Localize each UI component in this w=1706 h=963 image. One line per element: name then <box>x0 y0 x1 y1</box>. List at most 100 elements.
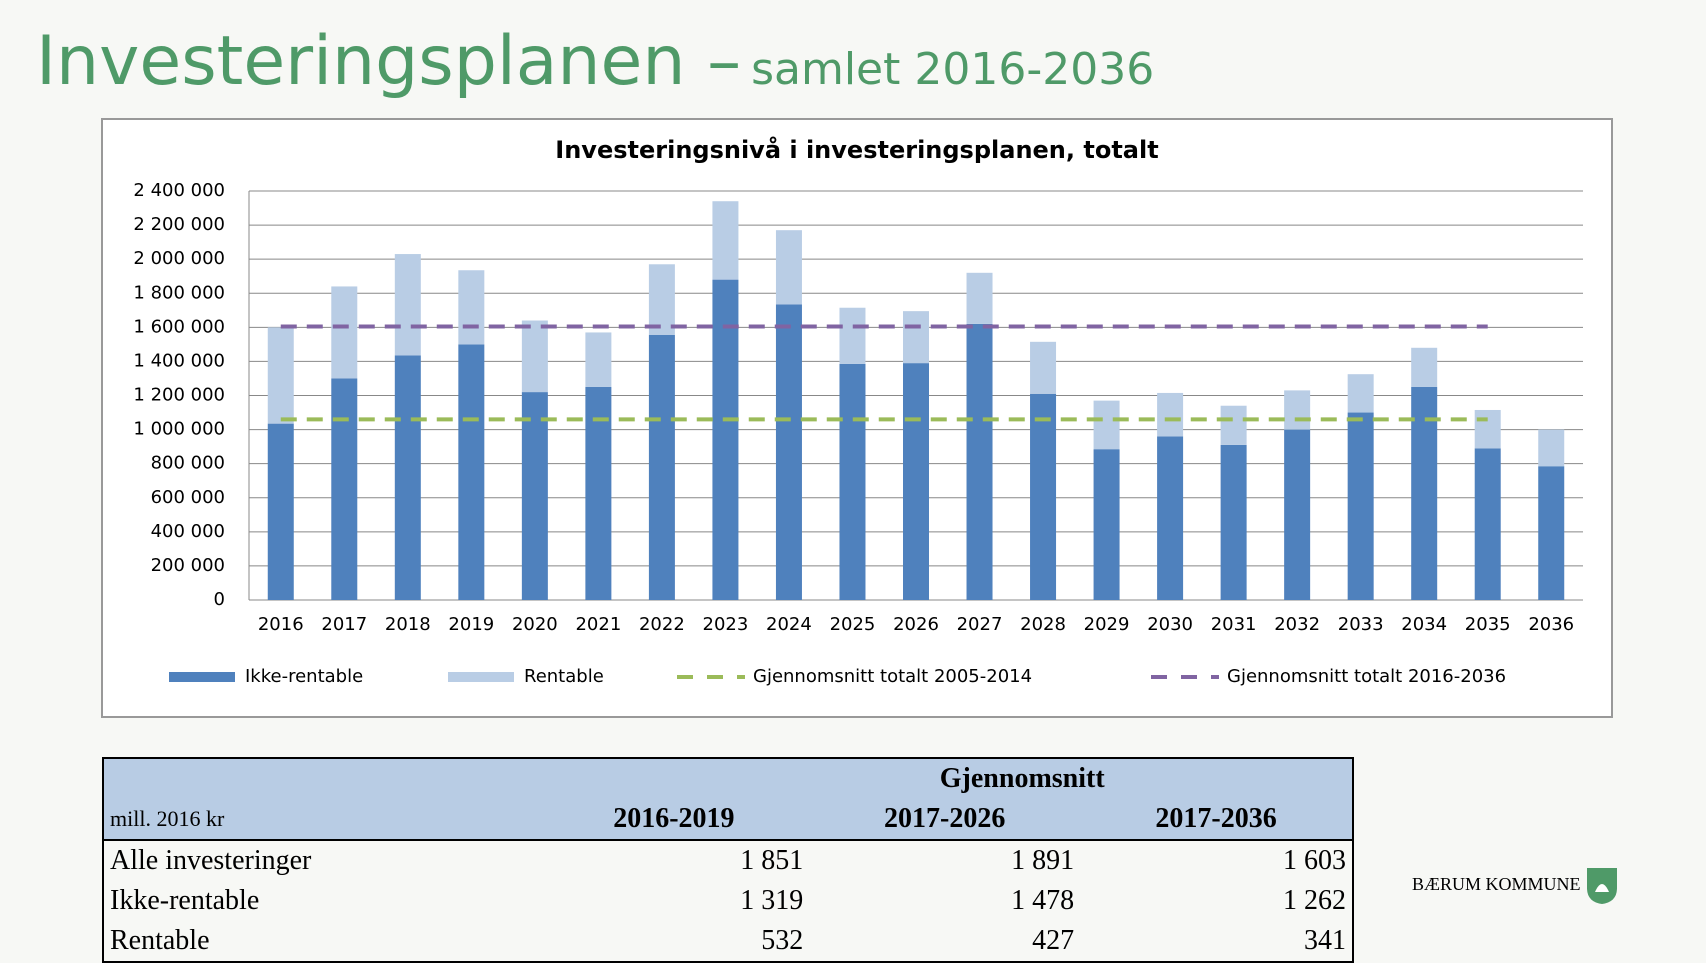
bar <box>1538 429 1565 467</box>
table-cell: 427 <box>1032 925 1075 956</box>
x-tick-label: 2035 <box>1465 614 1511 635</box>
y-tick-label: 0 <box>214 589 225 610</box>
y-tick-label: 2 200 000 <box>133 214 225 235</box>
x-tick-label: 2018 <box>385 614 431 635</box>
x-tick-label: 2029 <box>1084 614 1130 635</box>
table-cell: 1 319 <box>740 885 804 916</box>
y-tick-label: 800 000 <box>151 453 225 474</box>
table-cell: 341 <box>1304 925 1346 956</box>
table-cell: 1 851 <box>740 845 804 876</box>
x-tick-label: 2028 <box>1020 614 1066 635</box>
bar <box>1347 374 1374 413</box>
bar <box>1474 448 1501 600</box>
y-tick-label: 1 400 000 <box>133 350 225 371</box>
bar <box>521 392 548 600</box>
bar <box>1220 444 1247 600</box>
bar <box>1093 400 1120 450</box>
bar <box>1538 466 1565 600</box>
table-row: Alle investeringer 1 851 1 891 1 603 <box>103 840 1353 881</box>
bar <box>839 363 866 600</box>
bar <box>1284 429 1311 600</box>
chart-title: Investeringsnivå i investeringsplanen, t… <box>555 135 1158 164</box>
bar <box>712 279 739 600</box>
table-cell: 1 478 <box>1011 885 1075 916</box>
x-tick-label: 2031 <box>1211 614 1257 635</box>
x-tick-label: 2021 <box>575 614 621 635</box>
x-tick-label: 2025 <box>830 614 876 635</box>
bar <box>1284 390 1311 430</box>
bar <box>1030 393 1057 600</box>
legend-label: Ikke-rentable <box>245 666 363 687</box>
legend-label: Rentable <box>524 666 604 687</box>
bar <box>1157 436 1184 600</box>
bar <box>458 270 485 345</box>
table-row: Rentable 532 427 341 <box>103 921 1353 962</box>
bar <box>1030 341 1057 394</box>
bar <box>267 327 294 424</box>
page-title: Investeringsplanen – samlet 2016-2036 <box>36 22 1154 101</box>
group-header: Gjennomsnitt <box>538 758 1353 799</box>
bar <box>839 307 866 364</box>
table-cell: 1 262 <box>1283 885 1346 916</box>
bar <box>458 344 485 600</box>
table-cell: 1 603 <box>1283 845 1346 876</box>
x-tick-label: 2026 <box>893 614 939 635</box>
x-tick-label: 2016 <box>258 614 304 635</box>
row-label: Rentable <box>110 925 210 956</box>
logo-text: BÆRUM KOMMUNE <box>1412 874 1581 895</box>
legend-swatch <box>169 672 235 682</box>
bar <box>394 355 421 600</box>
table-cell: 1 891 <box>1011 845 1075 876</box>
header-row: mill. 2016 kr 2016-2019 2017-2026 2017-2… <box>103 799 1353 840</box>
x-tick-label: 2027 <box>957 614 1003 635</box>
summary-table: Gjennomsnitt mill. 2016 kr 2016-2019 201… <box>102 757 1354 963</box>
bar <box>903 311 929 364</box>
x-tick-label: 2023 <box>703 614 749 635</box>
x-tick-label: 2030 <box>1147 614 1193 635</box>
x-tick-label: 2017 <box>321 614 367 635</box>
column-header: 2017-2026 <box>809 799 1081 840</box>
bar <box>775 230 802 305</box>
x-tick-label: 2024 <box>766 614 812 635</box>
y-tick-label: 400 000 <box>151 521 225 542</box>
bar <box>966 272 993 324</box>
bar <box>585 332 612 387</box>
bar <box>331 286 358 379</box>
table-row: Ikke-rentable 1 319 1 478 1 262 <box>103 881 1353 921</box>
bar <box>775 304 802 600</box>
column-header: 2017-2036 <box>1080 799 1353 840</box>
header-row: Gjennomsnitt <box>103 758 1353 799</box>
unit: mill. 2016 kr <box>103 799 539 840</box>
y-tick-label: 600 000 <box>151 487 225 508</box>
bar <box>1474 409 1501 449</box>
x-tick-label: 2036 <box>1528 614 1574 635</box>
bar <box>648 264 675 336</box>
y-tick-label: 1 800 000 <box>133 282 225 303</box>
y-tick-label: 2 000 000 <box>133 248 225 269</box>
logo-shield <box>1587 868 1618 904</box>
legend-label: Gjennomsnitt totalt 2016-2036 <box>1227 666 1506 687</box>
bar <box>394 254 421 356</box>
bar <box>331 378 358 600</box>
y-tick-label: 1 600 000 <box>133 316 225 337</box>
x-tick-label: 2032 <box>1274 614 1320 635</box>
column-header: 2016-2019 <box>538 799 810 840</box>
y-tick-label: 2 400 000 <box>133 180 225 201</box>
bar <box>521 320 548 393</box>
x-tick-label: 2019 <box>448 614 494 635</box>
x-tick-label: 2034 <box>1401 614 1447 635</box>
x-tick-label: 2022 <box>639 614 685 635</box>
bar <box>1347 412 1374 600</box>
table-cell: 532 <box>761 925 804 956</box>
x-tick-label: 2020 <box>512 614 558 635</box>
y-tick-label: 1 000 000 <box>133 419 225 440</box>
x-tick-label: 2033 <box>1338 614 1384 635</box>
bar <box>585 386 612 600</box>
title: Investeringsplanen – <box>36 22 742 101</box>
row-label: Ikke-rentable <box>110 885 260 916</box>
legend-swatch <box>448 672 514 682</box>
row-label: Alle investeringer <box>110 845 312 876</box>
chart: Investeringsnivå i investeringsplanen, t… <box>101 118 1613 718</box>
legend-label: Gjennomsnitt totalt 2005-2014 <box>753 666 1032 687</box>
